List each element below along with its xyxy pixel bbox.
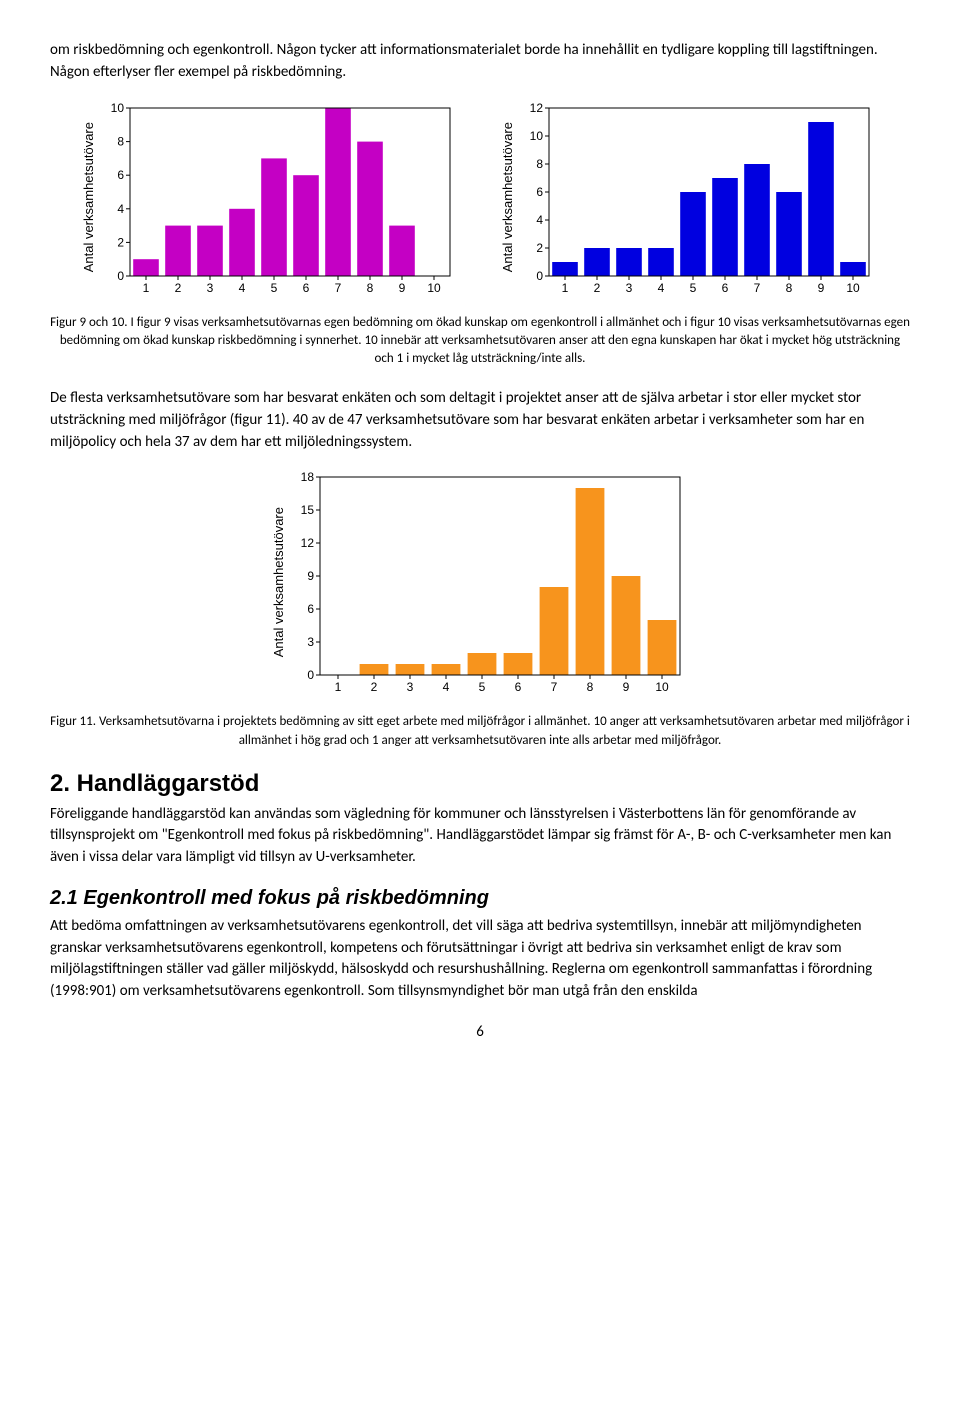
svg-text:15: 15 xyxy=(300,503,314,517)
svg-text:2: 2 xyxy=(370,680,377,694)
charts-row-9-10: Antal verksamhetsutövare 024681012345678… xyxy=(50,98,910,298)
chart-9-wrap: Antal verksamhetsutövare 024681012345678… xyxy=(81,98,460,298)
heading-2: 2. Handläggarstöd xyxy=(50,770,910,798)
svg-text:2: 2 xyxy=(594,281,601,295)
svg-text:1: 1 xyxy=(143,281,150,295)
svg-text:12: 12 xyxy=(530,101,544,115)
svg-text:10: 10 xyxy=(530,129,544,143)
chart-9: 024681012345678910 xyxy=(100,98,460,298)
svg-text:2: 2 xyxy=(536,241,543,255)
heading-2-1: 2.1 Egenkontroll med fokus på riskbedömn… xyxy=(50,887,910,910)
chart-9-ylabel: Antal verksamhetsutövare xyxy=(81,122,96,272)
svg-text:0: 0 xyxy=(536,269,543,283)
svg-text:0: 0 xyxy=(307,668,314,682)
svg-text:2: 2 xyxy=(117,235,124,249)
chart-11-ylabel: Antal verksamhetsutövare xyxy=(271,507,286,657)
svg-text:9: 9 xyxy=(818,281,825,295)
svg-text:8: 8 xyxy=(117,134,124,148)
svg-text:10: 10 xyxy=(846,281,860,295)
svg-text:6: 6 xyxy=(536,185,543,199)
chart-10: 02468101212345678910 xyxy=(519,98,879,298)
svg-text:10: 10 xyxy=(111,101,125,115)
svg-text:4: 4 xyxy=(117,201,124,215)
svg-text:5: 5 xyxy=(271,281,278,295)
svg-text:3: 3 xyxy=(307,635,314,649)
svg-text:4: 4 xyxy=(658,281,665,295)
svg-text:4: 4 xyxy=(442,680,449,694)
svg-text:8: 8 xyxy=(786,281,793,295)
svg-text:6: 6 xyxy=(307,602,314,616)
svg-text:6: 6 xyxy=(722,281,729,295)
chart-10-wrap: Antal verksamhetsutövare 024681012123456… xyxy=(500,98,879,298)
svg-text:3: 3 xyxy=(626,281,633,295)
caption-9-10: Figur 9 och 10. I figur 9 visas verksamh… xyxy=(50,314,910,369)
svg-text:9: 9 xyxy=(622,680,629,694)
h2-paragraph: Föreliggande handläggarstöd kan användas… xyxy=(50,804,910,869)
page-number: 6 xyxy=(50,1023,910,1041)
svg-text:8: 8 xyxy=(367,281,374,295)
svg-text:4: 4 xyxy=(536,213,543,227)
chart-11: 036912151812345678910 xyxy=(290,467,690,697)
svg-text:4: 4 xyxy=(239,281,246,295)
svg-text:8: 8 xyxy=(586,680,593,694)
h3-paragraph: Att bedöma omfattningen av verksamhetsut… xyxy=(50,916,910,1003)
svg-text:6: 6 xyxy=(117,168,124,182)
svg-text:12: 12 xyxy=(300,536,314,550)
svg-text:7: 7 xyxy=(550,680,557,694)
svg-text:5: 5 xyxy=(690,281,697,295)
chart-11-wrap: Antal verksamhetsutövare 036912151812345… xyxy=(50,467,910,697)
mid-paragraph: De flesta verksamhetsutövare som har bes… xyxy=(50,388,910,453)
svg-text:1: 1 xyxy=(334,680,341,694)
svg-text:6: 6 xyxy=(514,680,521,694)
svg-text:10: 10 xyxy=(427,281,441,295)
svg-text:9: 9 xyxy=(399,281,406,295)
chart-10-ylabel: Antal verksamhetsutövare xyxy=(500,122,515,272)
svg-text:7: 7 xyxy=(335,281,342,295)
caption-11: Figur 11. Verksamhetsutövarna i projekte… xyxy=(50,713,910,749)
svg-text:18: 18 xyxy=(300,470,314,484)
svg-text:0: 0 xyxy=(117,269,124,283)
svg-text:7: 7 xyxy=(754,281,761,295)
svg-text:3: 3 xyxy=(207,281,214,295)
svg-text:5: 5 xyxy=(478,680,485,694)
svg-text:10: 10 xyxy=(655,680,669,694)
svg-text:2: 2 xyxy=(175,281,182,295)
svg-text:9: 9 xyxy=(307,569,314,583)
svg-text:1: 1 xyxy=(562,281,569,295)
svg-text:6: 6 xyxy=(303,281,310,295)
svg-text:3: 3 xyxy=(406,680,413,694)
intro-paragraph: om riskbedömning och egenkontroll. Någon… xyxy=(50,40,910,84)
svg-text:8: 8 xyxy=(536,157,543,171)
